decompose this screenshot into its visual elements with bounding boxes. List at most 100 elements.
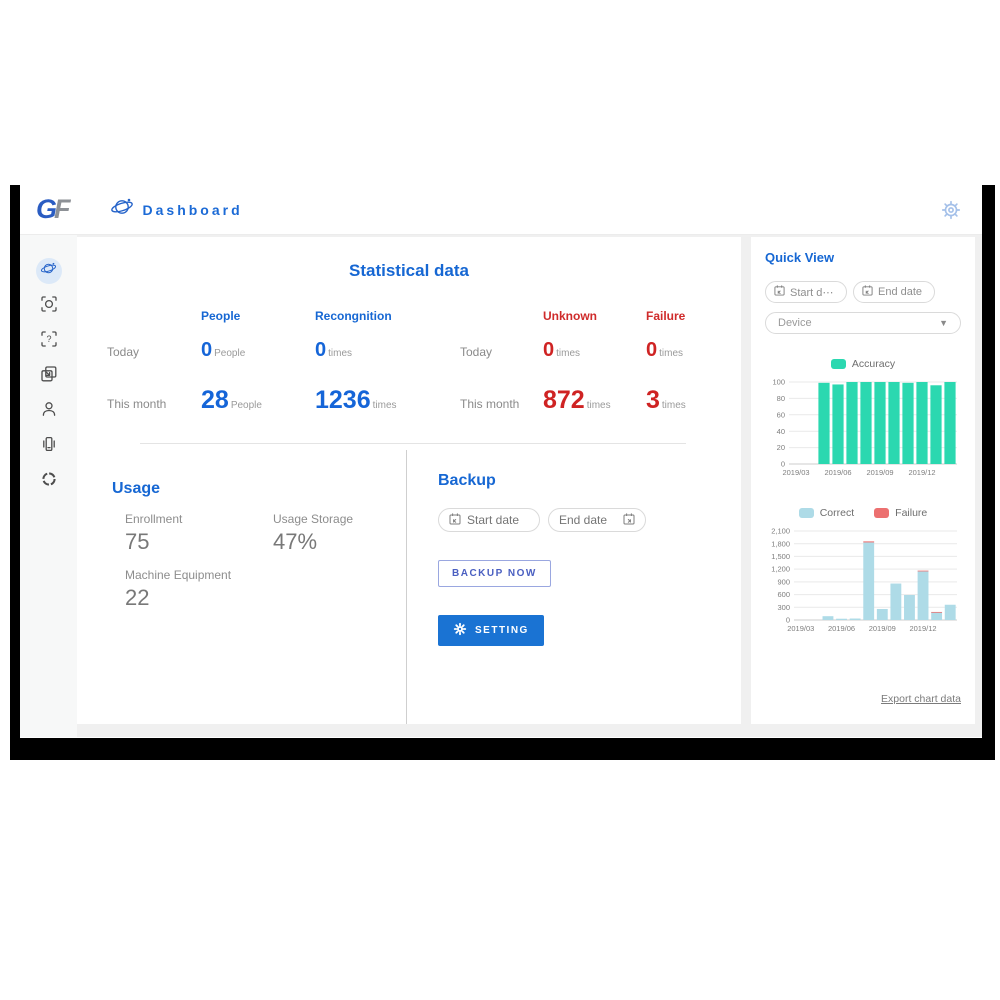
content-area: Statistical data People Recongnition Unk… — [77, 235, 982, 737]
today-failure-unit: times — [659, 348, 684, 359]
device-dropdown-placeholder: Device — [778, 317, 812, 329]
sidebar-item-dashboard[interactable] — [35, 258, 62, 284]
setting-button[interactable]: SETTING — [438, 615, 544, 646]
device-dropdown[interactable]: Device ▼ — [765, 312, 961, 334]
accuracy-chart-legend: Accuracy — [765, 358, 961, 370]
svg-text:2019/03: 2019/03 — [782, 468, 809, 477]
svg-text:2019/09: 2019/09 — [866, 468, 893, 477]
row-label-month: This month — [107, 397, 167, 411]
devices-icon — [41, 436, 57, 457]
export-chart-data-link[interactable]: Export chart data — [881, 693, 961, 705]
quick-view-panel: Quick View Start d⋯ — [751, 237, 975, 724]
usage-item-enrollment: Enrollment 75 — [125, 512, 273, 555]
backup-title: Backup — [438, 472, 496, 489]
svg-text:0: 0 — [781, 460, 785, 469]
gear-icon[interactable] — [940, 199, 962, 221]
svg-text:2019/06: 2019/06 — [828, 624, 855, 633]
backup-start-date-placeholder: Start date — [467, 513, 520, 527]
setting-button-label: SETTING — [475, 625, 529, 636]
planet-icon — [110, 195, 134, 224]
accuracy-legend-label: Accuracy — [851, 358, 896, 370]
logo-letter-g: G — [36, 194, 57, 224]
usage-item-value: 22 — [125, 585, 150, 610]
today-unknown-value: 0 — [543, 339, 555, 361]
column-header-unknown: Unknown — [543, 309, 597, 323]
calendar-end-icon — [623, 512, 635, 528]
svg-text:2019/12: 2019/12 — [908, 468, 935, 477]
correct-failure-bar-chart: 0 300 600 900 1,200 1,500 1,800 2,100 2019/03 201… — [771, 527, 957, 633]
company-logo: GF — [36, 194, 70, 225]
today-people-unit: People — [214, 348, 246, 359]
backup-now-button[interactable]: BACKUP NOW — [438, 560, 551, 587]
calendar-start-icon — [774, 285, 785, 299]
quick-view-date-row: Start d⋯ End date — [765, 281, 961, 303]
usage-item-value: 47% — [273, 529, 318, 554]
svg-text:1,200: 1,200 — [771, 565, 790, 574]
row-label-month: This month — [460, 397, 520, 411]
backup-section: Backup — [407, 450, 741, 724]
svg-text:1,500: 1,500 — [771, 552, 790, 561]
app-window: GF Dashboard — [20, 185, 982, 738]
sidebar-item-devices[interactable] — [36, 433, 62, 459]
quick-view-start-date-placeholder: Start d⋯ — [790, 286, 834, 299]
month-failure-unit: times — [661, 400, 686, 411]
month-recognition-value: 1236 — [315, 386, 371, 414]
face-recognition-icon — [40, 295, 57, 317]
gear-icon — [453, 622, 467, 639]
sidebar-item-users[interactable] — [36, 398, 62, 424]
column-header-failure: Failure — [646, 309, 686, 323]
export-row: Export chart data — [765, 689, 961, 711]
quick-view-start-date-input[interactable]: Start d⋯ — [765, 281, 847, 303]
svg-text:900: 900 — [777, 577, 790, 586]
failure-legend-swatch — [874, 508, 890, 518]
usage-title: Usage — [112, 480, 161, 497]
app-header: GF Dashboard — [20, 185, 982, 235]
records-icon — [40, 365, 57, 387]
usage-item-value: 75 — [125, 529, 150, 554]
usage-item-label: Usage Storage — [273, 512, 354, 526]
app-body: ? — [20, 235, 982, 737]
month-failure-value: 3 — [646, 386, 660, 414]
svg-text:?: ? — [46, 334, 51, 344]
backup-start-date-input[interactable]: Start date — [438, 508, 540, 532]
svg-text:20: 20 — [777, 443, 785, 452]
month-unknown-unit: times — [586, 400, 611, 411]
page-title-group: Dashboard — [110, 195, 243, 224]
quick-view-end-date-input[interactable]: End date — [853, 281, 935, 303]
quick-view-end-date-placeholder: End date — [878, 286, 923, 298]
month-people-unit: People — [230, 400, 262, 411]
row-label-today: Today — [107, 345, 140, 359]
accuracy-legend-swatch — [830, 359, 846, 369]
quick-view-title: Quick View — [765, 250, 835, 265]
svg-text:2019/09: 2019/09 — [869, 624, 896, 633]
today-failure-value: 0 — [646, 339, 658, 361]
calendar-start-icon — [449, 512, 461, 528]
svg-text:300: 300 — [777, 603, 790, 612]
svg-text:1,800: 1,800 — [771, 539, 790, 548]
stats-header-row: People Recongnition Unknown Failure — [77, 309, 741, 323]
sidebar-item-records[interactable] — [36, 363, 62, 389]
stats-today-row: Today 0 People 0 times Today 0 times 0 times — [77, 339, 741, 362]
users-icon — [41, 401, 57, 422]
svg-text:60: 60 — [777, 410, 785, 419]
sidebar-item-face-recognition[interactable] — [36, 293, 62, 319]
svg-text:100: 100 — [772, 378, 785, 387]
usage-section: Usage Enrollment 75 Usage Storage 47% — [77, 450, 407, 724]
row-label-today: Today — [460, 345, 493, 359]
horizontal-divider — [140, 443, 686, 444]
accuracy-bar-chart: 0 20 40 60 80 100 2019/03 2019/06 2019/09 2019/12 — [772, 378, 957, 477]
svg-text:2,100: 2,100 — [771, 527, 790, 536]
svg-text:2019/03: 2019/03 — [787, 624, 814, 633]
window-frame: GF Dashboard — [10, 185, 995, 760]
correct-legend-swatch — [798, 508, 814, 518]
month-people-value: 28 — [201, 386, 229, 414]
logo-letter-f: F — [54, 194, 70, 224]
backup-end-date-placeholder: End date — [559, 513, 608, 527]
month-unknown-value: 872 — [543, 386, 585, 414]
svg-text:600: 600 — [777, 590, 790, 599]
sidebar-item-sync[interactable] — [36, 468, 62, 494]
sidebar-item-identify[interactable]: ? — [36, 328, 62, 354]
backup-end-date-input[interactable]: End date — [548, 508, 646, 532]
calendar-start-icon — [862, 285, 873, 299]
